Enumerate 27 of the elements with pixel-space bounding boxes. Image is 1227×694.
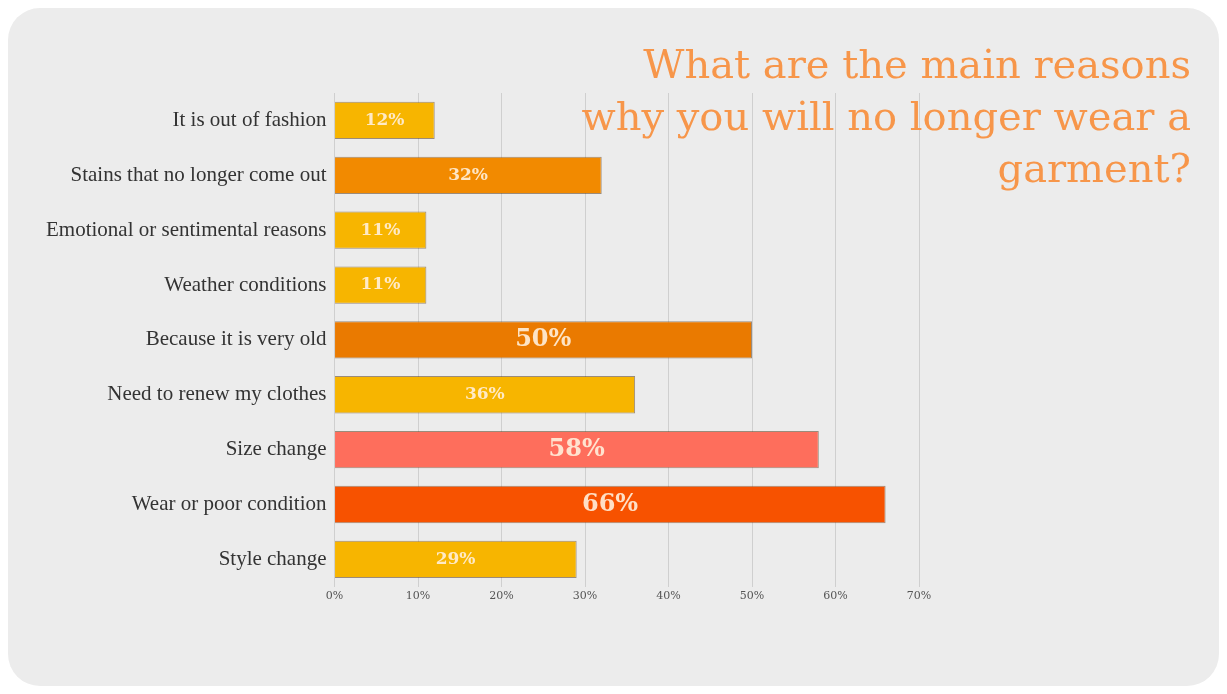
data-label: 29%	[435, 547, 476, 568]
data-label: 11%	[360, 218, 401, 239]
y-tick-label: Need to renew my clothes	[107, 381, 327, 406]
x-tick-label: 30%	[572, 589, 598, 603]
y-tick-label: Because it is very old	[145, 326, 328, 351]
x-tick-label: 40%	[656, 589, 681, 603]
y-tick-label: It is out of fashion	[172, 106, 328, 131]
y-tick-label: Wear or poor condition	[131, 491, 328, 516]
chart-title: What are the main reasons why you will no longer wear a garment?	[580, 40, 1191, 193]
y-tick-label: Stains that no longer come out	[70, 161, 327, 186]
data-label: 50%	[515, 323, 572, 353]
x-tick-label: 20%	[489, 589, 514, 603]
data-label: 66%	[581, 487, 639, 517]
data-label: 36%	[464, 383, 505, 404]
data-label: 58%	[548, 432, 605, 462]
data-label: 32%	[448, 163, 489, 184]
y-tick-label: Size change	[225, 436, 327, 461]
x-tick-label: 10%	[405, 589, 431, 603]
data-label: 11%	[360, 273, 401, 294]
y-tick-label: Style change	[218, 545, 327, 570]
x-tick-label: 0%	[325, 589, 344, 603]
y-tick-label: Weather conditions	[164, 271, 327, 296]
data-label: 12%	[364, 108, 405, 129]
y-tick-label: Emotional or sentimental reasons	[45, 216, 327, 241]
x-tick-label: 50%	[739, 589, 765, 603]
x-tick-label: 60%	[823, 589, 848, 603]
x-tick-label: 70%	[906, 589, 932, 603]
